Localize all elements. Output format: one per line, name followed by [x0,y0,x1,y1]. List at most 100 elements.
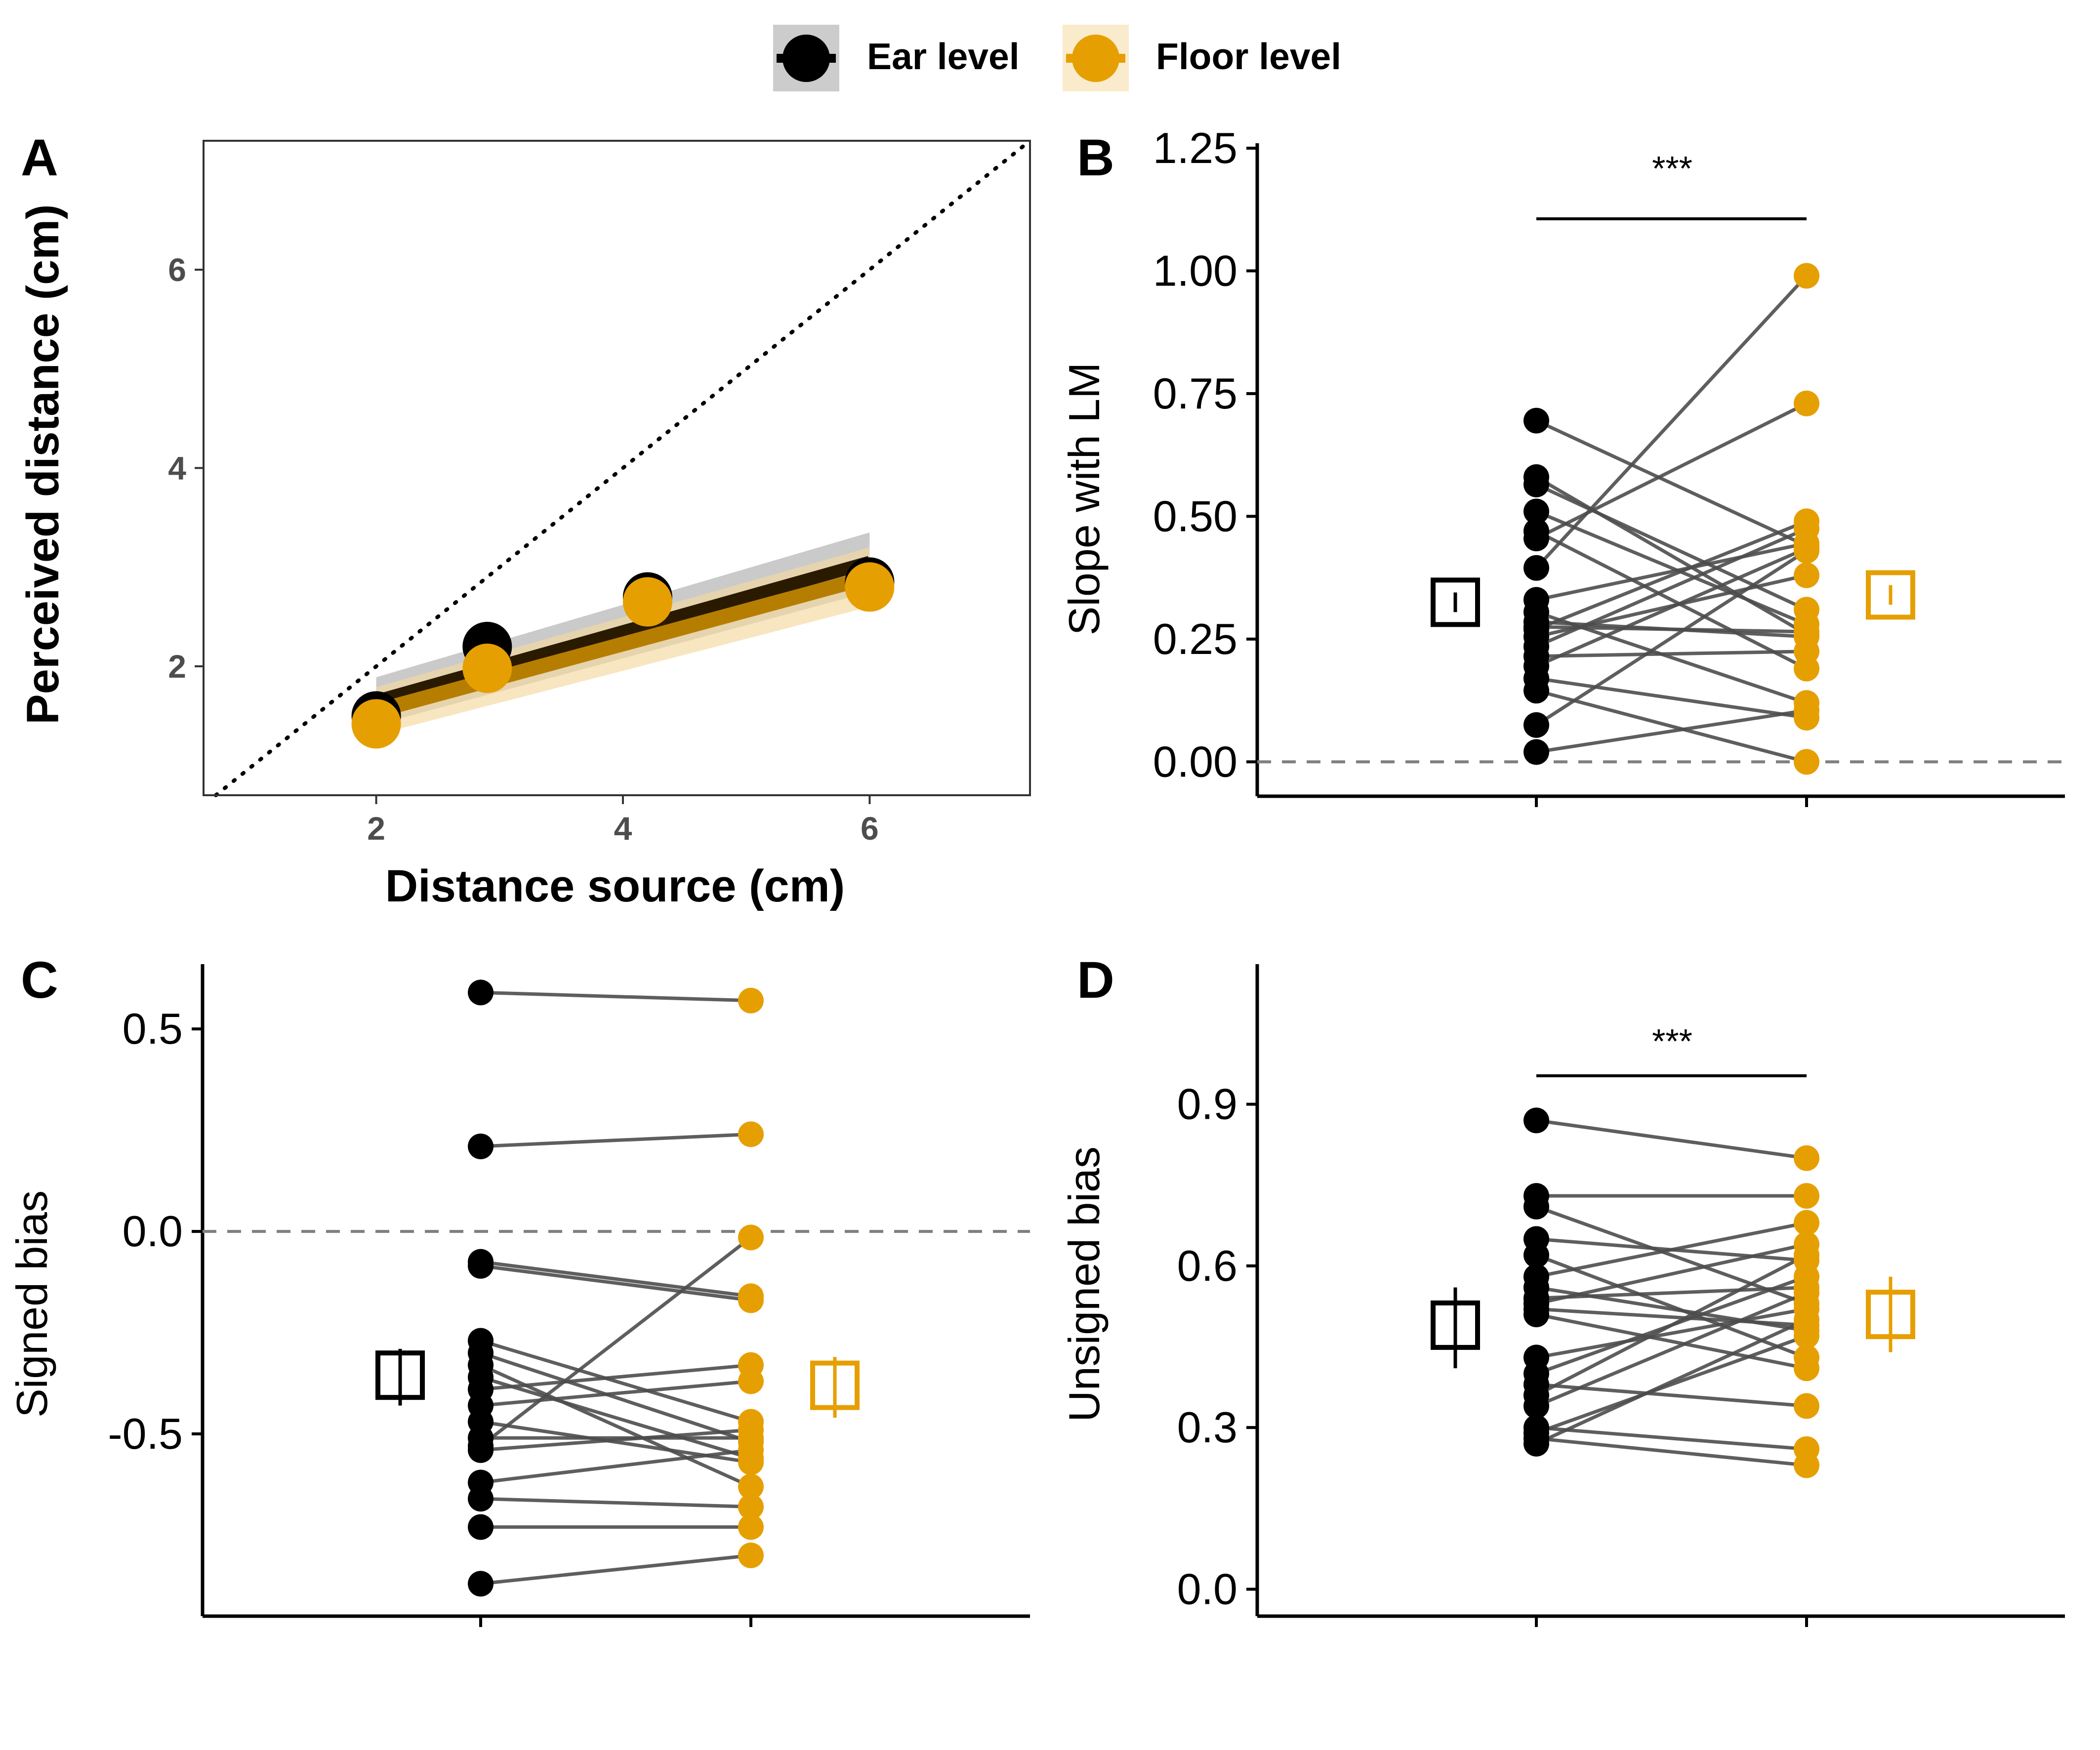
panel-c-pair-line [480,1428,751,1452]
panel-d-pair-line [1536,1307,1807,1359]
panel-d-point-floor [1794,1280,1819,1306]
panel-a-point-floor [622,577,672,627]
panel-c-point-floor [738,1287,764,1313]
panel-b-pair-line [1535,419,1808,548]
panel-b-summary-square-ear [1431,577,1480,627]
panel-d-point-floor [1794,1393,1819,1419]
panel-b-pair-line [1535,475,1808,636]
panel-c-y-tick-label: 0.5 [123,1004,183,1053]
panel-b-y-tick-label: 0.75 [1153,369,1237,418]
panel-b-pair-line [1535,402,1808,540]
panel-d-summary-square-ear [1431,1300,1480,1350]
panel-b-point-ear [1524,526,1549,552]
panel-c-summary-square-ear [375,1350,425,1400]
panel-b-pair-line [1535,483,1808,611]
panel-c-y-tick-label: -0.5 [108,1409,183,1458]
panel-c-y-axis-label: Signed bias [7,1190,56,1418]
panel-letter-b: B [1077,129,1114,187]
panel-c-pair-line [480,1339,752,1424]
panel-c-point-floor [738,1224,764,1251]
panel-d-pair-line [1536,1286,1807,1300]
panel-b-pair-line [1535,546,1808,668]
panel-b-point-ear [1524,678,1549,704]
panel-c-pair-line [480,1351,752,1444]
panel-d-point-floor [1794,1355,1819,1382]
panel-b-y-axis-label: Slope with LM [1060,363,1109,636]
panel-d-pair-line [1535,1205,1808,1305]
panel-c-pair-line [480,1448,751,1484]
panel-d-point-floor [1794,1307,1819,1333]
panel-d-y-tick-label: 0.3 [1177,1403,1237,1452]
panel-d-pair-line [1536,1436,1807,1467]
panel-b-y-tick-label: 1.25 [1153,123,1237,172]
panel-c: Signed bias -0.5 0.0 0.5 [7,964,1030,1627]
panel-b-point-floor [1794,538,1819,564]
panel-b-y-tick-label: 0.25 [1153,614,1237,663]
panel-c-pair-line [480,1264,751,1302]
panel-d-pair-line [1535,1291,1808,1408]
panel-b-point-floor [1794,697,1819,724]
panel-b-pair-line [1535,527,1808,649]
panel-d-point-floor [1794,1452,1819,1478]
panel-c-pair-line [480,1379,751,1408]
panel-d-point-ear [1524,1107,1549,1134]
panel-b-point-floor [1794,638,1819,664]
panel-b-point-floor [1794,516,1819,542]
panel-a-y-tick-label: 4 [168,450,186,487]
panel-c-point-floor [738,1514,764,1540]
panel-b-point-ear [1524,471,1549,497]
panel-b-y-tick-label: 1.00 [1153,246,1237,295]
panel-a-x-tick-label: 4 [614,810,632,847]
panel-b-pair-line [1535,549,1808,727]
panel-d: Unsigned bias *** 0.0 0.3 0.6 0.9 [1060,964,2065,1627]
panel-b-pair-line [1536,541,1807,602]
panel-b-point-ear [1524,498,1549,525]
panel-d-point-floor [1794,1210,1819,1236]
panel-c-point-ear [468,1133,494,1159]
panel-b-point-ear [1524,739,1549,765]
panel-c-point-floor [738,1368,764,1394]
panel-c-summary-square-floor [810,1360,860,1410]
panel-a-fit-line-floor [374,570,872,718]
panel-d-pair-line [1535,1253,1808,1397]
panel-c-pair-line [480,1132,751,1148]
panel-c-y-tick-label: 0.0 [123,1207,183,1256]
panel-d-y-tick-label: 0.6 [1177,1241,1237,1290]
panel-d-point-ear [1524,1430,1549,1457]
panel-c-point-ear [468,1486,494,1512]
panel-c-point-ear [468,1253,494,1279]
panel-c-point-floor [738,1473,764,1500]
panel-a-x-tick-label: 6 [861,810,879,847]
panel-b-point-ear [1524,555,1549,581]
panel-d-significance-label: *** [1652,1022,1692,1060]
panel-c-pair-line [480,1497,751,1509]
panel-c-point-ear [468,1437,494,1463]
panel-d-pair-line [1536,1425,1807,1451]
panel-c-pair-line [480,990,751,1003]
panel-c-point-ear [468,979,494,1006]
panel-b-pair-line [1535,274,1808,570]
panel-d-point-floor [1794,1145,1819,1171]
panel-c-point-floor [738,987,764,1014]
panel-b-pair-line [1536,650,1807,658]
panel-a-point-floor [845,562,895,612]
legend-key-ear-bar [777,54,836,63]
panel-b-point-floor [1794,390,1819,416]
panel-a: Distance source (cm) Perceived distance … [18,139,1032,911]
panel-b-significance-label: *** [1652,149,1692,188]
panel-b-point-ear [1524,712,1549,738]
panel-b-point-floor [1794,619,1819,645]
panel-d-pair-line [1536,1221,1807,1279]
panel-b-pair-line [1536,676,1807,720]
panel-c-pair-line [480,1553,751,1586]
panel-a-x-tick-label: 2 [367,810,385,847]
panel-a-point-floor [351,699,401,749]
panel-letter-c: C [21,951,58,1009]
panel-d-pair-line [1535,1318,1808,1446]
panel-c-pair-line [480,1363,751,1391]
panel-b-y-tick-label: 0.00 [1153,737,1237,786]
legend-label-ear: Ear level [867,36,1020,77]
panel-a-identity-line [213,139,1032,797]
panel-d-point-ear [1524,1393,1549,1419]
